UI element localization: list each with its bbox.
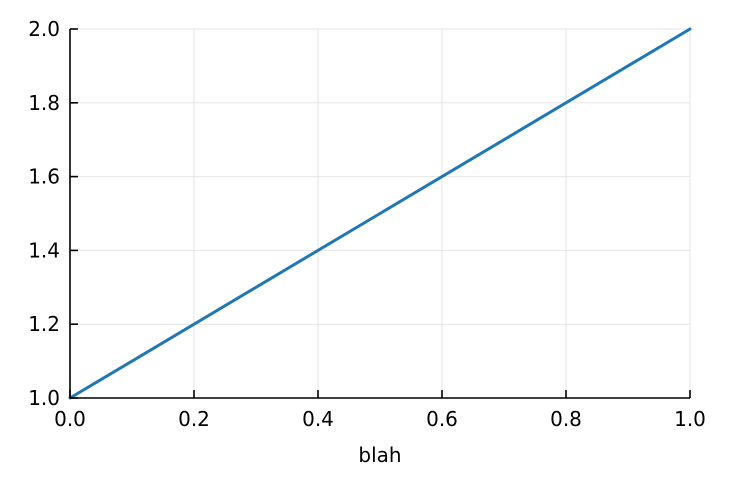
ticks: 0.0 0.2 0.4 0.6 0.8 1.0 1.0 1.2 1.4 1.6 1.8 2.0 <box>28 17 706 431</box>
x-axis-label: blah <box>358 443 401 467</box>
x-tick-label: 0.4 <box>302 407 334 431</box>
series-line-0 <box>68 27 692 400</box>
y-tick-label: 1.2 <box>28 312 60 336</box>
y-tick-label: 1.8 <box>28 91 60 115</box>
y-tick-label: 2.0 <box>28 17 60 41</box>
x-tick-label: 1.0 <box>674 407 706 431</box>
series-layer <box>68 27 692 400</box>
y-tick-label: 1.4 <box>28 238 60 262</box>
axes <box>69 29 690 399</box>
x-tick-label: 0.6 <box>426 407 458 431</box>
y-tick-label: 1.6 <box>28 165 60 189</box>
x-tick-label: 0.0 <box>54 407 86 431</box>
x-tick-label: 0.8 <box>550 407 582 431</box>
y-tick-label: 1.0 <box>28 386 60 410</box>
x-tick-label: 0.2 <box>178 407 210 431</box>
